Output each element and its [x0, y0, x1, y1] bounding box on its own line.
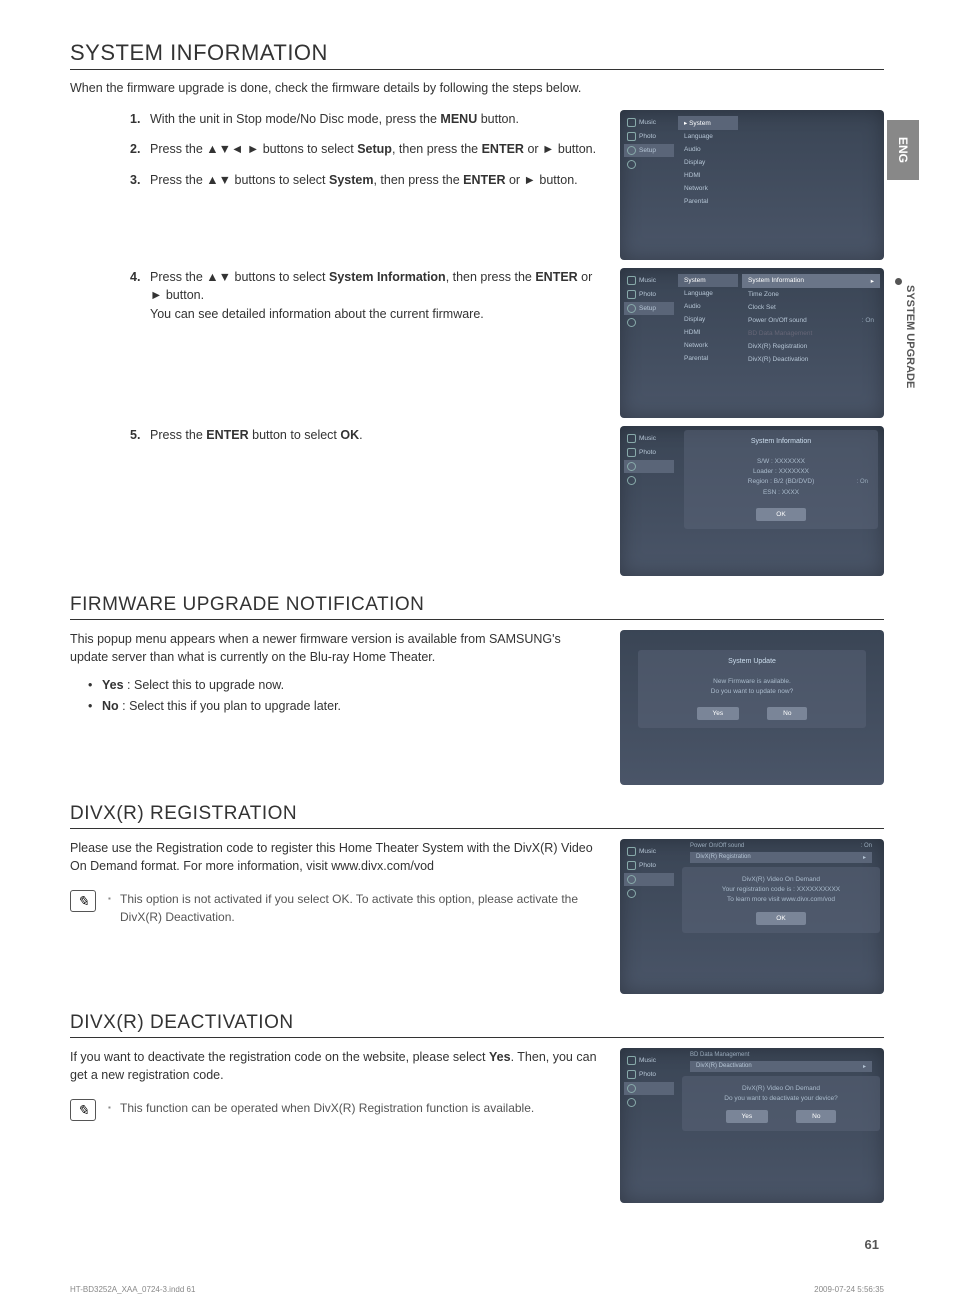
rule	[70, 1037, 884, 1038]
lang-label: ENG	[896, 137, 910, 163]
yes-button: Yes	[697, 707, 740, 720]
screenshot-1: Music Photo Setup ▸ System Language Audi…	[620, 110, 884, 260]
screen-divx-reg: Music Photo Power On/Off sound: On DivX(…	[620, 839, 884, 994]
step-3: 3. Press the ▲▼ buttons to select System…	[130, 171, 600, 190]
yes-button: Yes	[726, 1110, 769, 1123]
no-button: No	[796, 1110, 836, 1123]
section4-body: If you want to deactivate the registrati…	[70, 1048, 600, 1086]
screenshot-5: Music Photo Power On/Off sound: On DivX(…	[620, 839, 884, 994]
lang-tab: ENG	[887, 120, 919, 180]
manual-page: ENG SYSTEM UPGRADE SYSTEM INFORMATION Wh…	[0, 0, 954, 1312]
note-icon: ✎	[70, 890, 96, 912]
screenshot-4: System Update New Firmware is available.…	[620, 630, 884, 785]
row-divx-deact: If you want to deactivate the registrati…	[70, 1048, 884, 1203]
option-no: No : Select this if you plan to upgrade …	[88, 696, 600, 717]
step-4: 4. Press the ▲▼ buttons to select System…	[130, 268, 600, 324]
steps-col: 1. With the unit in Stop mode/No Disc mo…	[70, 110, 600, 202]
screenshot-3: Music Photo System Information S/W : XXX…	[620, 426, 884, 576]
section4-title: DIVX(R) DEACTIVATION	[70, 1012, 884, 1034]
section3-title: DIVX(R) REGISTRATION	[70, 803, 884, 825]
note-icon: ✎	[70, 1099, 96, 1121]
section2-body: This popup menu appears when a newer fir…	[70, 630, 600, 668]
ok-button: OK	[756, 508, 805, 521]
footer-file: HT-BD3252A_XAA_0724-3.indd 61	[70, 1285, 195, 1294]
rule	[70, 828, 884, 829]
section1-intro: When the firmware upgrade is done, check…	[70, 80, 884, 98]
page-number: 61	[865, 1237, 879, 1252]
screenshot-2: Music Photo Setup System Language Audio …	[620, 268, 884, 418]
step-2: 2. Press the ▲▼◄ ► buttons to select Set…	[130, 140, 600, 159]
section-label: SYSTEM UPGRADE	[904, 285, 916, 388]
screenshot-6: Music Photo BD Data Management DivX(R) D…	[620, 1048, 884, 1203]
rule	[70, 619, 884, 620]
screen-sysinfo-dialog: Music Photo System Information S/W : XXX…	[620, 426, 884, 576]
row-steps-1-3: 1. With the unit in Stop mode/No Disc mo…	[70, 110, 884, 260]
screen-setup: Music Photo Setup ▸ System Language Audi…	[620, 110, 884, 260]
content: SYSTEM INFORMATION When the firmware upg…	[70, 40, 884, 1203]
row-step-5: 5. Press the ENTER button to select OK. …	[70, 426, 884, 576]
rule	[70, 69, 884, 70]
note-1: ✎ This option is not activated if you se…	[70, 890, 600, 926]
ok-button: OK	[756, 912, 805, 925]
section2-title: FIRMWARE UPGRADE NOTIFICATION	[70, 594, 884, 616]
step-5: 5. Press the ENTER button to select OK.	[130, 426, 600, 445]
screen-update-dialog: System Update New Firmware is available.…	[620, 630, 884, 785]
no-button: No	[767, 707, 807, 720]
print-footer: HT-BD3252A_XAA_0724-3.indd 61 2009-07-24…	[70, 1285, 884, 1294]
section3-body: Please use the Registration code to regi…	[70, 839, 600, 877]
section-bullet	[895, 278, 902, 285]
section1-title: SYSTEM INFORMATION	[70, 40, 884, 66]
row-divx-reg: Please use the Registration code to regi…	[70, 839, 884, 994]
row-step-4: 4. Press the ▲▼ buttons to select System…	[70, 268, 884, 418]
step-1: 1. With the unit in Stop mode/No Disc mo…	[130, 110, 600, 129]
screen-divx-deact: Music Photo BD Data Management DivX(R) D…	[620, 1048, 884, 1203]
note-2: ✎ This function can be operated when Div…	[70, 1099, 600, 1121]
row-firmware: This popup menu appears when a newer fir…	[70, 630, 884, 785]
screen-system-submenu: Music Photo Setup System Language Audio …	[620, 268, 884, 418]
footer-date: 2009-07-24 5:56:35	[814, 1285, 884, 1294]
option-yes: Yes : Select this to upgrade now.	[88, 675, 600, 696]
